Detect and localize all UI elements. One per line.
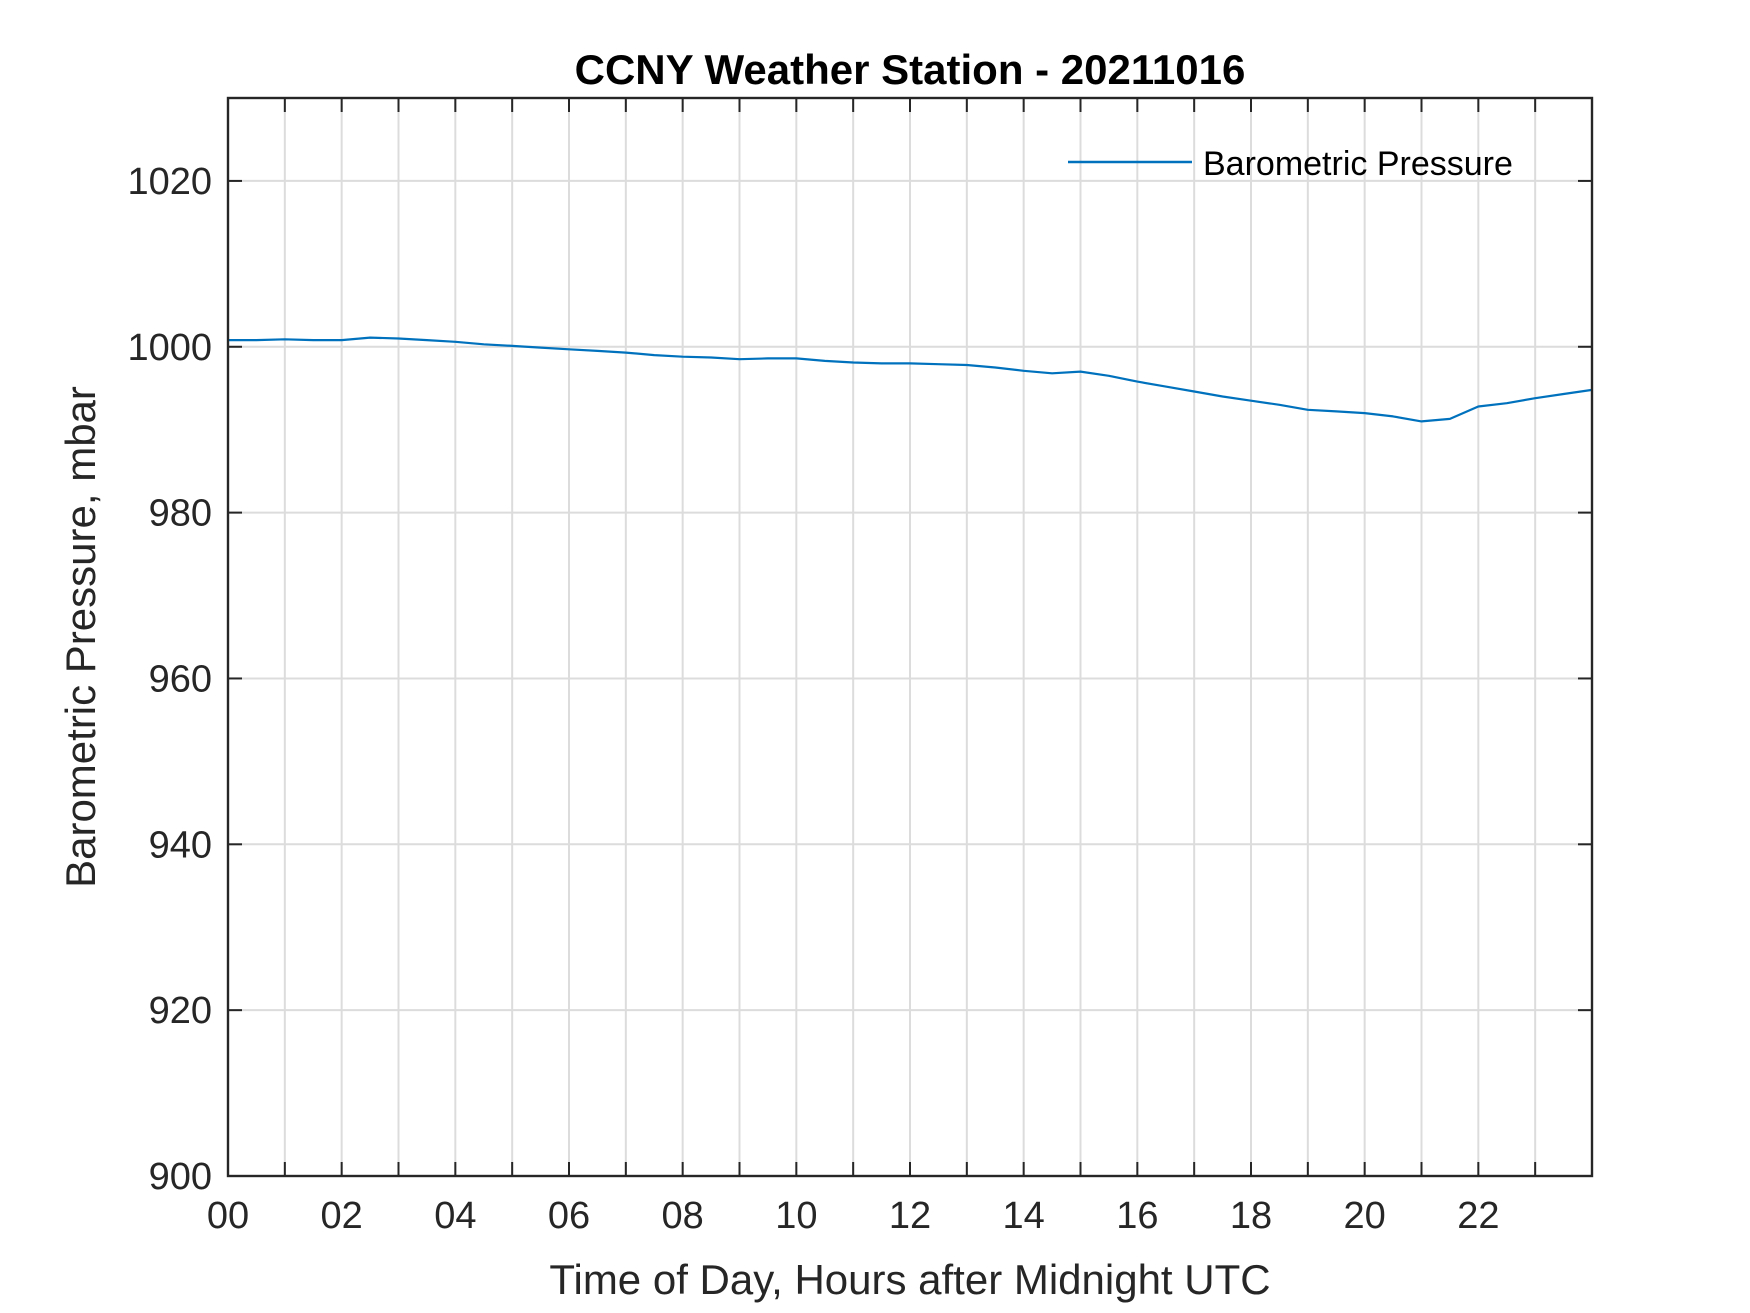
y-tick-label: 920 [149, 990, 212, 1032]
x-tick-label: 18 [1230, 1195, 1272, 1237]
y-tick-label: 1000 [127, 327, 212, 369]
y-tick-label: 1020 [127, 161, 212, 203]
x-tick-label: 08 [662, 1195, 704, 1237]
y-axis-label: Barometric Pressure, mbar [57, 386, 104, 888]
chart-title: CCNY Weather Station - 20211016 [575, 46, 1246, 93]
y-tick-label: 960 [149, 658, 212, 700]
plot-frame [226, 96, 1594, 1178]
series-line-barometric-pressure [228, 336, 1593, 423]
x-tick-label: 12 [889, 1195, 931, 1237]
x-axis-label: Time of Day, Hours after Midnight UTC [549, 1256, 1270, 1303]
x-tick-label: 16 [1116, 1195, 1158, 1237]
x-tick-label: 20 [1344, 1195, 1386, 1237]
x-tick-label: 06 [548, 1195, 590, 1237]
grid-layer [228, 98, 1592, 1176]
y-tick-label: 940 [149, 824, 212, 866]
legend: Barometric Pressure [1068, 145, 1513, 183]
x-tick-label: 02 [321, 1195, 363, 1237]
x-tick-label: 10 [775, 1195, 817, 1237]
y-tick-label: 980 [149, 493, 212, 535]
tick-layer: 900 920 940 960 980 1000 1020 00 02 04 06 08 10 12 14 1… [127, 98, 1592, 1237]
x-tick-label: 00 [207, 1195, 249, 1237]
x-tick-label: 22 [1457, 1195, 1499, 1237]
legend-label-barometric-pressure: Barometric Pressure [1203, 145, 1513, 183]
series-layer [228, 336, 1593, 423]
x-tick-label: 04 [434, 1195, 476, 1237]
y-tick-label: 900 [149, 1156, 212, 1198]
x-tick-label: 14 [1003, 1195, 1045, 1237]
